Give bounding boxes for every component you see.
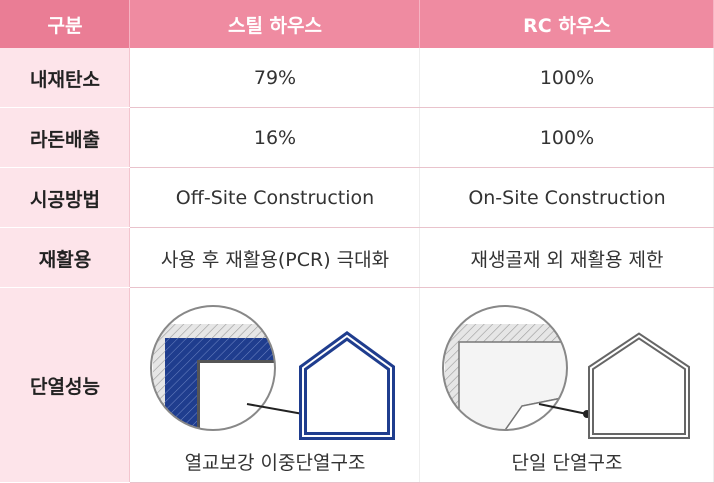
rc-illustration [442,305,690,439]
zoom-ring [150,305,276,431]
leader-line [246,403,304,415]
detail-zoom [151,306,275,430]
table-cell: 100% [420,48,714,108]
row-label: 재활용 [0,228,130,288]
header-cell: RC 하우스 [420,0,714,48]
table-cell: 사용 후 재활용(PCR) 극대화 [130,228,420,288]
zoom-ring [442,305,568,431]
row-label: 시공방법 [0,168,130,228]
caption: 열교보강 이중단열구조 [184,452,366,474]
detail-zoom [443,306,567,430]
header-cell: 구분 [0,0,130,48]
house-outline [299,331,395,440]
table-cell: Off-Site Construction [130,168,420,228]
table-cell: 79% [130,48,420,108]
table-cell: 16% [130,108,420,168]
leader-line [538,403,588,415]
table-cell: 단일 단열구조 [420,288,714,483]
table-cell: 열교보강 이중단열구조 [130,288,420,483]
caption: 단일 단열구조 [511,452,623,474]
row-label: 단열성능 [0,288,130,483]
steel-illustration [150,305,395,440]
table-cell: 100% [420,108,714,168]
row-label: 내재탄소 [0,48,130,108]
row-label: 라돈배출 [0,108,130,168]
house-inner [302,334,392,437]
house-inner [590,334,688,437]
house-outline [588,332,690,439]
header-cell: 스틸 하우스 [130,0,420,48]
table-cell: 재생골재 외 재활용 제한 [420,228,714,288]
table-cell: On-Site Construction [420,168,714,228]
